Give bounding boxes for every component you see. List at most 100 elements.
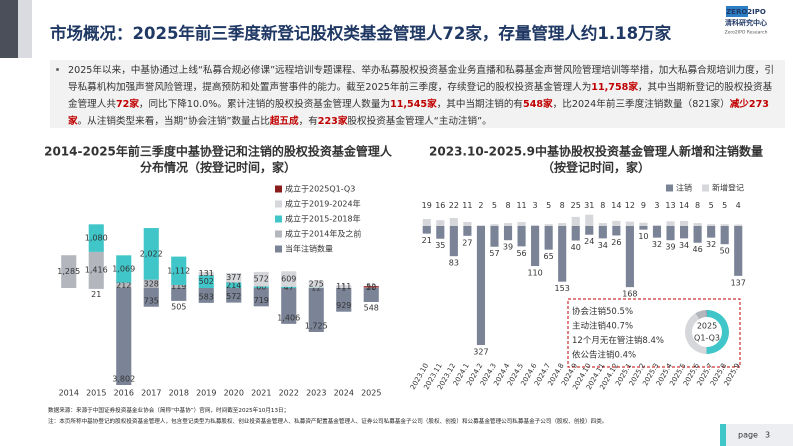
data-label: 377 <box>226 273 241 282</box>
data-label: 4 <box>736 201 741 210</box>
data-label: 65 <box>544 252 554 261</box>
data-label: 32 <box>706 240 716 249</box>
data-label: 1,112 <box>167 266 190 275</box>
bar <box>639 226 648 230</box>
data-label: 19 <box>422 201 432 210</box>
bar <box>544 224 553 226</box>
bar <box>680 226 689 239</box>
data-label: 39 <box>503 243 513 252</box>
bar <box>363 287 379 288</box>
data-label: 131 <box>199 269 214 278</box>
x-tick-label: 2022 <box>279 389 299 398</box>
text-segment: 股权投资基金管理人“主动注销”。 <box>347 116 492 127</box>
data-label: 12 <box>311 283 321 292</box>
data-label: 8 <box>600 201 605 210</box>
data-label: 8 <box>560 201 565 210</box>
chart-title: 2014-2025年前三季度中基协登记和注销的股权投资基金管理人 <box>44 144 393 159</box>
bar <box>308 280 324 288</box>
bar <box>143 228 159 280</box>
data-label: 572 <box>226 292 241 301</box>
bar <box>585 226 594 235</box>
bar <box>61 255 77 288</box>
bar <box>531 226 540 267</box>
legend-label: 新增登记 <box>712 183 744 193</box>
data-label: 83 <box>449 259 459 268</box>
x-tick-label: 2024 <box>334 389 354 398</box>
x-tick-label: 2019 <box>196 389 216 398</box>
bar <box>253 288 269 307</box>
data-label: 505 <box>171 302 186 311</box>
bar <box>666 221 675 226</box>
data-label: 47 <box>284 283 294 292</box>
inset-legend-part: 主动注销 <box>572 320 607 331</box>
bar <box>422 226 431 234</box>
logo-text: ZERO2IPO <box>726 8 766 16</box>
data-label: 2 <box>478 201 483 210</box>
data-label: 50 <box>720 247 730 256</box>
highlight-text: 减少273家 <box>68 99 769 127</box>
data-label: 1,416 <box>85 265 108 274</box>
inset-legend-part: 依公告注销 <box>572 349 615 360</box>
data-label: 1,406 <box>277 313 300 322</box>
inset-legend-part: 12个月无在管注销 <box>572 335 643 346</box>
data-label: 52 <box>366 282 376 291</box>
data-label: 20 <box>366 283 376 292</box>
data-label: 32 <box>652 240 662 249</box>
bar <box>88 288 104 289</box>
legend-label: 成立于2015-2018年 <box>285 214 361 224</box>
bar <box>734 226 743 276</box>
data-label: 328 <box>144 279 159 288</box>
bar <box>463 226 472 236</box>
bar <box>88 224 104 252</box>
donut-slice <box>706 310 707 318</box>
bar <box>612 226 621 236</box>
highlight-text: 548家 <box>523 99 553 110</box>
legend-label: 成立于2019-2024年 <box>285 199 361 209</box>
bar <box>598 226 607 239</box>
logo-text: Zero2IPO Research <box>725 30 768 36</box>
data-label: 1,285 <box>57 267 80 276</box>
inset-legend-part: 50.5% <box>606 307 633 317</box>
donut-slice <box>706 310 730 354</box>
text-segment: ，其中当期注销的有 <box>436 99 524 110</box>
legend-swatch <box>702 184 709 192</box>
data-label: 609 <box>281 275 296 284</box>
inset-legend: 12个月无在管注销8.4% <box>572 335 664 346</box>
legend-label: 成立于2025Q1-Q3 <box>285 184 355 194</box>
bar <box>198 288 214 303</box>
donut-slice <box>685 313 707 354</box>
highlight-text: 超五成 <box>269 116 299 127</box>
bar <box>422 219 431 226</box>
bar <box>531 224 540 226</box>
data-label: 39 <box>665 243 675 252</box>
data-label: 34 <box>598 241 608 250</box>
data-label: 16 <box>435 201 445 210</box>
bar <box>585 214 594 226</box>
text-segment: ，比2024年前三季度注销数量（821家） <box>552 99 730 110</box>
bar <box>449 217 458 226</box>
bar <box>693 223 702 226</box>
data-label: 1,069 <box>112 264 135 273</box>
bar <box>198 271 214 276</box>
x-tick-label: 2021 <box>251 389 271 398</box>
x-tick-label: 2017 <box>141 389 161 398</box>
bar <box>503 223 513 226</box>
data-label: 13 <box>665 201 675 210</box>
data-label: 14 <box>611 201 621 210</box>
legend-swatch <box>275 185 282 193</box>
data-label: 46 <box>693 245 703 254</box>
bar <box>171 256 187 285</box>
bar <box>652 226 662 238</box>
bar <box>436 220 445 226</box>
data-label: 3,802 <box>112 375 135 384</box>
data-label: 34 <box>679 241 689 250</box>
data-label: 31 <box>584 201 594 210</box>
data-label: 3 <box>654 201 659 210</box>
bar <box>490 226 499 247</box>
donut-center-label: Q1-Q3 <box>694 334 720 343</box>
chart-title: 分布情况（按登记时间，家） <box>140 160 296 175</box>
chart-title: 2023.10-2025.9中基协股权投资基金管理人新增和注销数量 <box>429 144 763 159</box>
data-label: 21 <box>422 236 432 245</box>
inset-legend-part: 40.7% <box>606 321 633 331</box>
